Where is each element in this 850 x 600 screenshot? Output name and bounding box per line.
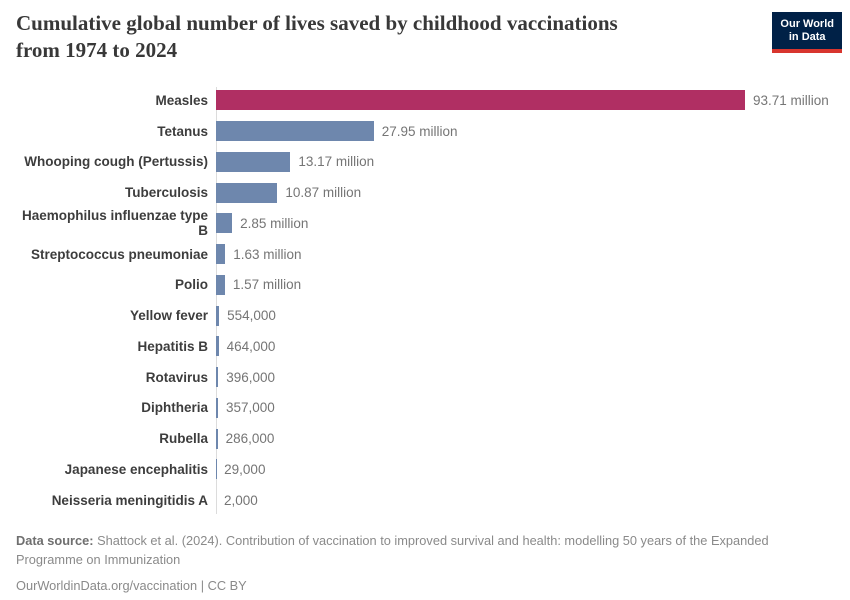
bar [216, 336, 219, 357]
chart-row: Rotavirus 396,000 [16, 362, 834, 393]
owid-logo: Our World in Data [772, 12, 842, 53]
category-label: Whooping cough (Pertussis) [24, 154, 208, 170]
value-label: 464,000 [226, 338, 276, 354]
chart-row: Haemophilus influenzae type B 2.85 milli… [16, 208, 834, 239]
title-line-1: Cumulative global number of lives saved … [16, 11, 618, 35]
chart-row: Streptococcus pneumoniae 1.63 million [16, 239, 834, 270]
value-label: 554,000 [227, 308, 276, 324]
logo-line-1: Our World [780, 18, 834, 30]
category-label: Polio [175, 277, 208, 293]
bar [216, 182, 278, 203]
value-label: 396,000 [226, 369, 276, 385]
value-label: 2,000 [224, 492, 258, 508]
chart-row: Yellow fever 554,000 [16, 300, 834, 331]
bar [216, 397, 219, 418]
chart-row: Whooping cough (Pertussis) 13.17 million [16, 147, 834, 178]
bar [216, 305, 220, 326]
value-label: 1.57 million [232, 277, 302, 293]
chart-footer: Data source: Shattock et al. (2024). Con… [16, 531, 796, 595]
chart-row: Diphtheria 357,000 [16, 393, 834, 424]
value-label: 27.95 million [381, 123, 458, 139]
bar [216, 367, 219, 388]
category-label: Diphtheria [141, 400, 208, 416]
data-source-label: Data source: [16, 533, 94, 548]
title-line-2: from 1974 to 2024 [16, 38, 178, 62]
bar [216, 244, 226, 265]
category-label: Measles [155, 92, 208, 108]
bar [216, 121, 374, 142]
category-label: Tuberculosis [124, 185, 208, 201]
chart-row: Neisseria meningitidis A 2,000 [16, 485, 834, 516]
chart-row: Japanese encephalitis 29,000 [16, 454, 834, 485]
category-label: Hepatitis B [137, 338, 208, 354]
category-label: Yellow fever [129, 308, 208, 324]
data-source-line: Data source: Shattock et al. (2024). Con… [16, 531, 796, 569]
value-label: 10.87 million [285, 185, 362, 201]
category-label: Haemophilus influenzae type B [21, 208, 208, 239]
category-label: Tetanus [157, 123, 208, 139]
value-label: 357,000 [226, 400, 275, 416]
chart-row: Measles 93.71 million [16, 85, 834, 116]
chart-row: Tetanus 27.95 million [16, 116, 834, 147]
chart-rows: Measles 93.71 million Tetanus 27.95 mill… [16, 85, 834, 516]
value-label: 2.85 million [240, 215, 309, 231]
value-label: 13.17 million [298, 154, 375, 170]
category-label: Streptococcus pneumoniae [30, 246, 208, 262]
value-label: 286,000 [225, 431, 275, 447]
bar [216, 151, 291, 172]
attribution-line: OurWorldinData.org/vaccination | CC BY [16, 578, 247, 593]
chart-row: Polio 1.57 million [16, 270, 834, 301]
bar-chart: Measles 93.71 million Tetanus 27.95 mill… [16, 85, 834, 516]
chart-row: Rubella 286,000 [16, 423, 834, 454]
category-label: Neisseria meningitidis A [51, 492, 208, 508]
y-axis-line [216, 87, 217, 514]
chart-row: Hepatitis B 464,000 [16, 331, 834, 362]
bar [216, 213, 233, 234]
value-label: 1.63 million [233, 246, 302, 262]
chart-row: Tuberculosis 10.87 million [16, 177, 834, 208]
category-label: Rubella [159, 431, 208, 447]
value-label: 93.71 million [753, 92, 829, 108]
bar [216, 90, 745, 111]
category-label: Japanese encephalitis [64, 461, 208, 477]
bar [216, 274, 225, 295]
bar [216, 428, 218, 449]
category-label: Rotavirus [145, 369, 208, 385]
page-title: Cumulative global number of lives saved … [16, 10, 736, 64]
value-label: 29,000 [224, 461, 266, 477]
logo-line-2: in Data [788, 31, 826, 43]
data-source-text: Shattock et al. (2024). Contribution of … [16, 533, 769, 567]
